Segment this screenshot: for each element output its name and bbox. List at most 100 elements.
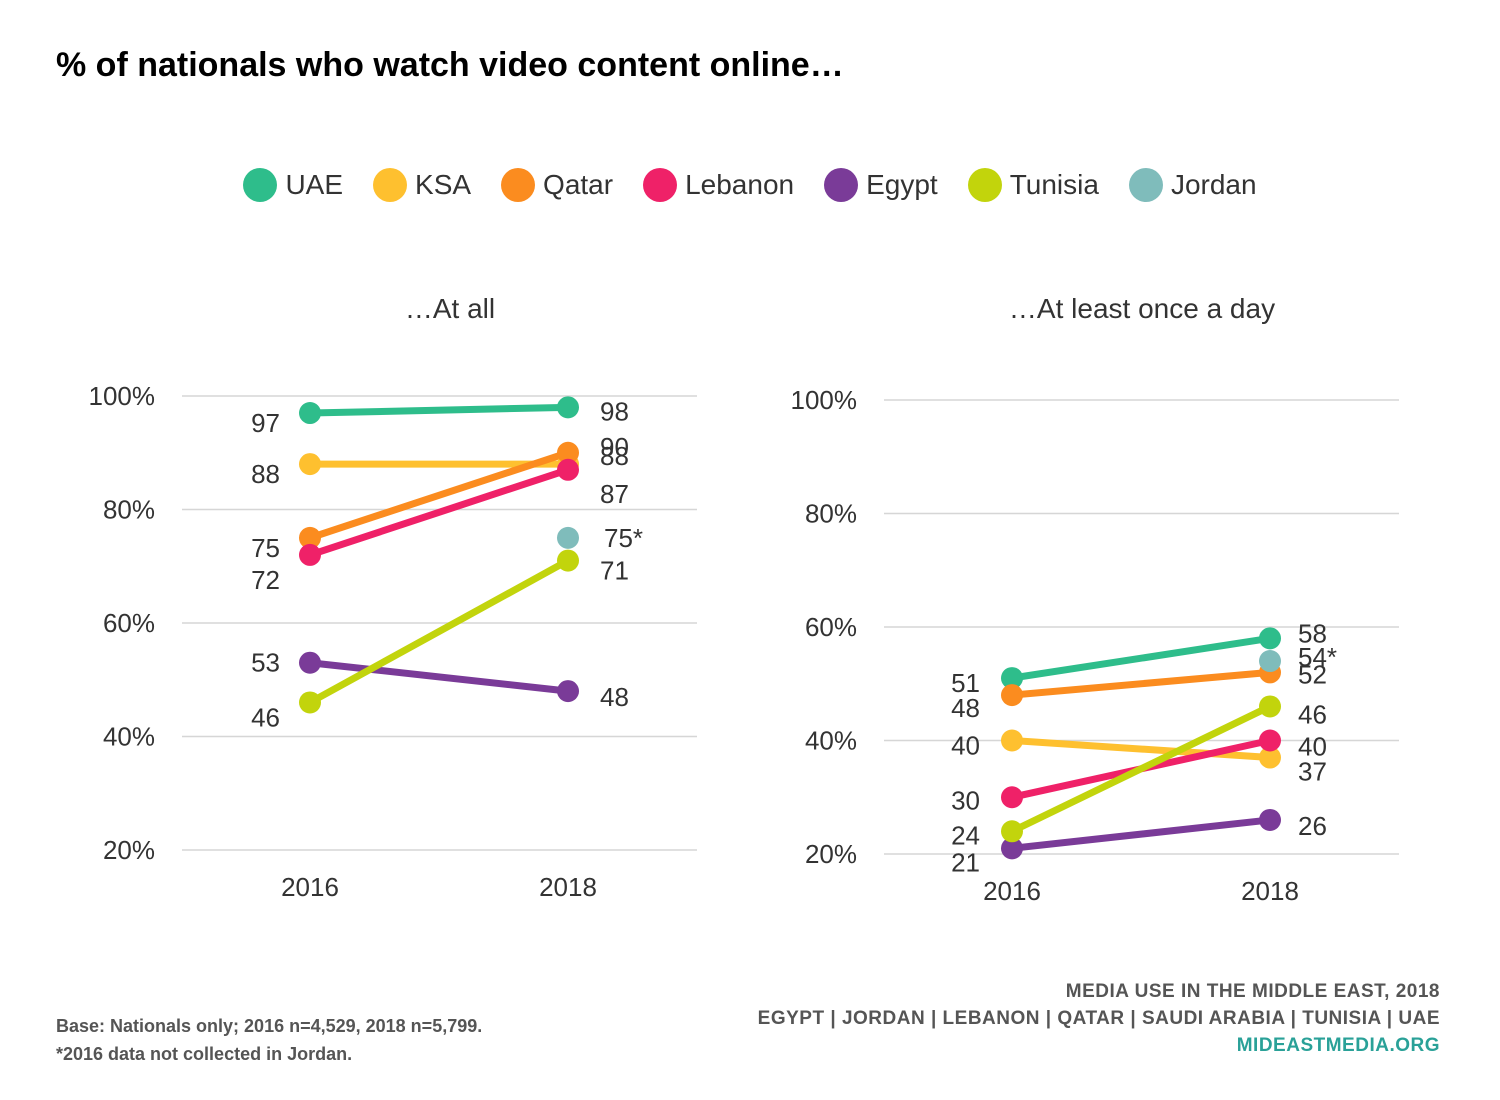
point-egypt-2016 <box>299 651 321 674</box>
legend-item-lebanon: Lebanon <box>643 168 794 202</box>
legend-swatch <box>824 168 859 202</box>
series-line-egypt <box>306 659 572 695</box>
footnote-base: Base: Nationals only; 2016 n=4,529, 2018… <box>56 1016 483 1036</box>
data-label-tunisia-2018: 71 <box>600 556 629 586</box>
y-tick-label: 20% <box>103 835 155 865</box>
y-tick-label: 40% <box>805 726 857 756</box>
point-lebanon-2016 <box>1001 786 1023 809</box>
point-egypt-2018 <box>1259 808 1281 831</box>
series-line-uae <box>1008 634 1274 682</box>
chart-panel-2: …At least once a day 20% 40% 60% 80% 100% 2016… <box>791 293 1399 906</box>
legend-label: KSA <box>415 169 472 200</box>
data-label-qatar-2016: 75 <box>251 533 280 563</box>
legend-item-tunisia: Tunisia <box>967 168 1099 202</box>
point-egypt-2018 <box>557 680 579 703</box>
point-lebanon-2016 <box>299 543 321 566</box>
source-credit: MEDIA USE IN THE MIDDLE EAST, 2018 EGYPT… <box>758 978 1440 1059</box>
panel-title: …At least once a day <box>1009 293 1275 324</box>
legend-swatch <box>373 168 408 202</box>
point-ksa-2016 <box>1001 729 1023 752</box>
data-label-egypt-2016: 53 <box>251 648 280 678</box>
y-tick-label: 20% <box>805 839 857 869</box>
footnote: Base: Nationals only; 2016 n=4,529, 2018… <box>56 1012 482 1068</box>
panel-title: …At all <box>405 293 495 324</box>
legend-swatch <box>243 168 278 202</box>
point-jordan-2018 <box>557 526 579 549</box>
x-tick-label: 2018 <box>1241 876 1299 906</box>
data-label-lebanon-2016: 30 <box>951 785 980 815</box>
legend-label: Lebanon <box>685 169 795 200</box>
data-label-tunisia-2018: 46 <box>1298 699 1327 729</box>
source-countries: EGYPT | JORDAN | LEBANON | QATAR | SAUDI… <box>757 1008 1440 1029</box>
y-tick-label: 60% <box>103 608 155 638</box>
point-tunisia-2018 <box>1259 695 1281 718</box>
legend-swatch <box>501 168 536 202</box>
series-line-egypt <box>1008 816 1274 852</box>
legend-item-uae: UAE <box>243 168 343 202</box>
data-label-uae-2018: 58 <box>1298 618 1327 648</box>
series-line-tunisia <box>306 557 572 706</box>
point-qatar-2018 <box>557 441 579 464</box>
y-tick-label: 100% <box>791 385 858 415</box>
point-uae-2016 <box>1001 667 1023 690</box>
x-tick-label: 2016 <box>983 876 1041 906</box>
legend-label: Jordan <box>1170 169 1257 200</box>
point-uae-2016 <box>299 402 321 425</box>
legend-swatch <box>643 168 678 202</box>
data-label-lebanon-2018: 40 <box>1298 732 1327 762</box>
point-ksa-2018 <box>1259 746 1281 769</box>
point-lebanon-2018 <box>1259 729 1281 752</box>
data-label-jordan-2018: 75* <box>604 523 643 553</box>
x-tick-label: 2016 <box>281 872 339 902</box>
data-label-ksa-2016: 88 <box>251 459 280 489</box>
point-tunisia-2016 <box>299 691 321 714</box>
legend-item-egypt: Egypt <box>824 168 938 202</box>
footnote-jordan: *2016 data not collected in Jordan. <box>56 1044 353 1064</box>
legend-swatch <box>1128 168 1163 202</box>
point-tunisia-2016 <box>1001 820 1023 843</box>
legend-label: UAE <box>285 169 344 200</box>
legend-item-jordan: Jordan <box>1128 168 1257 202</box>
series-line-qatar <box>306 449 572 542</box>
data-label-jordan-2018: 54* <box>1298 642 1337 672</box>
data-label-qatar-2018: 90 <box>600 432 629 462</box>
point-uae-2018 <box>1259 627 1281 650</box>
point-uae-2018 <box>557 396 579 419</box>
y-tick-label: 100% <box>89 381 156 411</box>
legend-swatch <box>967 168 1002 202</box>
series-line-tunisia <box>1008 702 1274 835</box>
y-tick-label: 40% <box>103 722 155 752</box>
point-jordan-2018 <box>1259 650 1281 673</box>
legend-item-qatar: Qatar <box>501 168 613 202</box>
point-ksa-2016 <box>299 453 321 476</box>
data-label-egypt-2018: 26 <box>1298 811 1327 841</box>
data-label-egypt-2018: 48 <box>600 682 629 712</box>
legend-label: Egypt <box>866 169 938 200</box>
source-title: MEDIA USE IN THE MIDDLE EAST, 2018 <box>1065 981 1440 1002</box>
point-lebanon-2018 <box>557 458 579 481</box>
series-line-lebanon <box>306 466 572 559</box>
series-line-uae <box>306 403 572 417</box>
data-label-ksa-2016: 40 <box>951 731 980 761</box>
data-label-tunisia-2016: 46 <box>251 702 280 732</box>
data-label-qatar-2016: 48 <box>951 693 980 723</box>
legend: UAE KSA Qatar Lebanon Egypt Tunisia Jordan <box>0 168 1500 202</box>
source-url[interactable]: MIDEASTMEDIA.ORG <box>1236 1035 1440 1056</box>
series-line-qatar <box>1008 668 1274 699</box>
data-label-ksa-2018: 88 <box>600 441 629 471</box>
data-label-qatar-2018: 52 <box>1298 659 1327 689</box>
legend-label: Tunisia <box>1009 169 1099 200</box>
legend-item-ksa: KSA <box>373 168 471 202</box>
chart-title: % of nationals who watch video content o… <box>56 46 844 84</box>
data-label-lebanon-2016: 72 <box>251 565 280 595</box>
point-qatar-2016 <box>299 526 321 549</box>
data-label-lebanon-2018: 87 <box>600 479 629 509</box>
series-line-ksa <box>1008 737 1274 762</box>
data-label-uae-2018: 98 <box>600 396 629 426</box>
data-label-egypt-2016: 21 <box>951 847 980 877</box>
chart-panel-1: …At all 20% 40% 60% 80% 100% 2016 2018 97 98 88 88 7… <box>89 293 697 902</box>
data-label-uae-2016: 51 <box>951 668 980 698</box>
point-tunisia-2018 <box>557 549 579 572</box>
data-label-tunisia-2016: 24 <box>951 820 980 850</box>
